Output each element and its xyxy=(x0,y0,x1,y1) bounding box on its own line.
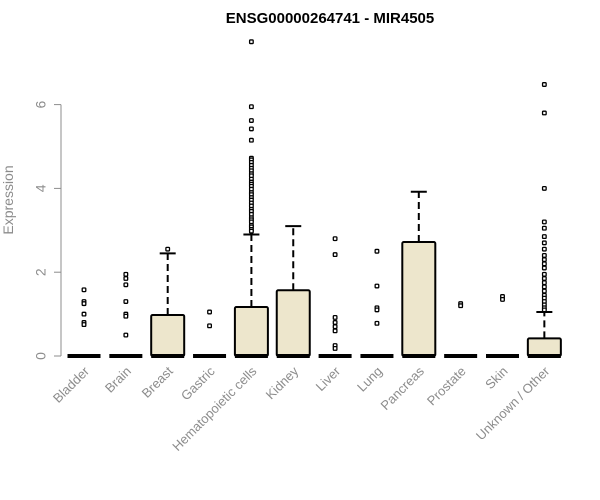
box-group xyxy=(67,287,101,358)
outlier-point xyxy=(123,313,129,319)
outlier-point xyxy=(248,137,254,143)
y-axis: 0 2 4 6 xyxy=(33,100,62,360)
outlier-point xyxy=(332,346,338,351)
iqr-box xyxy=(275,289,311,358)
box-group xyxy=(486,294,519,358)
outlier-point xyxy=(374,248,380,254)
outlier-point xyxy=(541,82,547,87)
outlier-point xyxy=(541,240,547,246)
outlier-point xyxy=(374,283,380,289)
box-group xyxy=(401,190,437,358)
iqr-box xyxy=(526,337,562,358)
outlier-point xyxy=(123,299,129,304)
x-tick-label: Skin xyxy=(482,364,510,392)
x-tick-label: Bladder xyxy=(50,363,93,406)
outlier-point xyxy=(332,315,338,320)
outlier-point xyxy=(332,252,338,258)
box-group xyxy=(526,82,562,358)
outlier-point xyxy=(248,228,254,234)
outlier-point xyxy=(541,246,547,252)
x-tick-label: Pancreas xyxy=(377,363,427,413)
outlier-point xyxy=(332,236,338,242)
outlier-point xyxy=(332,320,338,325)
outlier-point xyxy=(248,104,254,110)
box-group xyxy=(109,271,143,358)
box-group xyxy=(444,301,478,358)
y-tick-label: 6 xyxy=(33,100,49,108)
outlier-point xyxy=(541,261,547,267)
outlier-point xyxy=(165,246,171,252)
outlier-point xyxy=(541,271,547,277)
x-tick-label: Brain xyxy=(102,364,134,396)
outlier-point xyxy=(207,309,212,315)
outlier-point xyxy=(374,307,380,313)
outlier-point xyxy=(81,287,87,293)
box-group xyxy=(318,236,352,358)
outlier-point xyxy=(541,185,547,191)
box-group xyxy=(275,225,311,358)
box-group xyxy=(360,248,394,358)
outlier-point xyxy=(541,280,547,286)
outlier-point xyxy=(248,39,254,45)
x-tick-label: Prostate xyxy=(424,364,469,409)
outlier-point xyxy=(248,118,254,123)
outlier-point xyxy=(541,110,547,116)
outlier-point xyxy=(123,271,129,277)
y-tick-label: 4 xyxy=(33,184,49,192)
y-tick-label: 2 xyxy=(33,268,49,276)
x-tick-label: Kidney xyxy=(263,363,302,402)
outlier-point xyxy=(541,257,547,263)
iqr-box xyxy=(150,313,186,357)
outlier-point xyxy=(541,234,547,240)
outlier-point xyxy=(123,276,129,281)
x-tick-label: Lung xyxy=(354,364,385,395)
y-tick-label: 0 xyxy=(33,352,49,360)
outlier-point xyxy=(248,126,254,132)
outlier-point xyxy=(541,307,547,313)
outlier-point xyxy=(541,219,547,225)
box-group xyxy=(233,39,269,358)
outlier-point xyxy=(332,328,338,334)
outlier-point xyxy=(81,322,87,328)
x-tick-label: Breast xyxy=(139,363,176,400)
outlier-point xyxy=(123,282,129,288)
y-axis-title: Expression xyxy=(0,165,16,234)
outlier-point xyxy=(374,320,380,326)
outlier-point xyxy=(81,311,87,317)
outlier-point xyxy=(541,288,547,294)
box-group xyxy=(150,246,186,358)
chart-title: ENSG00000264741 - MIR4505 xyxy=(226,10,434,27)
outlier-point xyxy=(500,296,505,302)
box-group xyxy=(193,309,227,358)
iqr-box xyxy=(401,241,437,357)
outlier-point xyxy=(123,332,129,338)
outlier-point xyxy=(541,276,547,281)
outlier-point xyxy=(81,301,87,307)
iqr-box xyxy=(233,305,269,357)
x-tick-label: Liver xyxy=(313,363,344,394)
outlier-point xyxy=(541,225,547,231)
x-tick-label: Gastric xyxy=(178,363,218,403)
outlier-point xyxy=(541,252,547,258)
outlier-point xyxy=(541,265,547,271)
boxes-layer xyxy=(67,39,562,358)
outlier-point xyxy=(458,303,464,309)
outlier-point xyxy=(541,284,547,290)
outlier-point xyxy=(332,324,338,330)
x-tick-label: Unknown / Other xyxy=(473,363,553,443)
outlier-point xyxy=(207,323,212,329)
